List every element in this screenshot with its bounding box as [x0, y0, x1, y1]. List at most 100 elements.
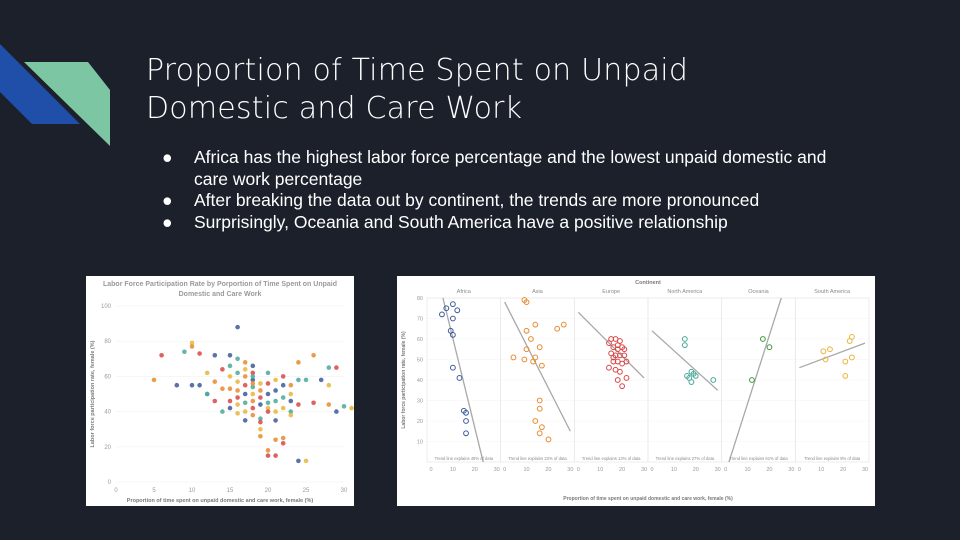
data-point — [235, 370, 240, 376]
data-point — [189, 344, 195, 349]
data-point — [258, 381, 263, 386]
data-point — [848, 354, 855, 361]
data-point — [250, 377, 256, 383]
overall-scatter-chart: Labor Force Participation Rate by Porpor… — [86, 276, 354, 506]
data-point — [258, 426, 263, 432]
data-point — [684, 373, 690, 379]
data-point — [242, 382, 248, 388]
chart-title-line2: Domestic and Care Work — [179, 291, 262, 298]
data-point — [536, 405, 543, 412]
y-tick-label: 20 — [104, 445, 111, 451]
data-point — [280, 440, 286, 446]
data-point — [273, 453, 278, 458]
data-point — [151, 377, 157, 383]
panel-title: South America — [814, 289, 851, 295]
accent-green-shape — [24, 62, 110, 146]
data-point — [265, 370, 271, 376]
data-point — [288, 398, 294, 404]
data-point — [681, 336, 688, 342]
x-tick-label: 0 — [503, 467, 506, 473]
y-tick-label: 70 — [417, 317, 423, 323]
x-tick-label: 20 — [840, 467, 846, 473]
data-point — [235, 324, 240, 330]
y-tick-label: 60 — [104, 374, 111, 380]
panel-title: Oceania — [748, 289, 769, 295]
data-point — [280, 374, 286, 379]
trend-line — [728, 298, 782, 462]
data-point — [250, 391, 256, 397]
slide-title-line2: Domestic and Care Work — [146, 91, 523, 126]
data-point — [454, 307, 461, 314]
x-axis-label: Proportion of time spent on unpaid domes… — [127, 498, 314, 504]
data-point — [212, 398, 218, 404]
data-point — [681, 342, 688, 349]
x-tick-label: 15 — [227, 488, 234, 494]
data-point — [449, 301, 456, 308]
y-tick-label: 80 — [417, 296, 423, 302]
data-point — [523, 327, 530, 334]
x-tick-label: 30 — [494, 467, 500, 473]
x-tick-label: 20 — [265, 488, 272, 494]
data-point — [606, 364, 612, 371]
data-point — [463, 418, 469, 424]
data-point — [242, 400, 248, 406]
data-point — [212, 352, 218, 358]
data-point — [212, 379, 218, 384]
data-point — [280, 395, 286, 400]
data-point — [449, 315, 456, 322]
panel-asia: Asia Trend line explains 22% of data 0 10 20… — [500, 289, 575, 473]
panel-oceania: Oceania Trend line explains 61% of data 0 1… — [721, 289, 796, 473]
data-point — [288, 409, 294, 414]
data-point — [463, 430, 469, 437]
x-tick-label: 30 — [862, 467, 868, 473]
data-point — [326, 382, 332, 388]
data-point — [692, 373, 699, 379]
chart-title-line1: Labor Force Participation Rate by Porpor… — [103, 281, 337, 288]
data-point — [280, 382, 286, 388]
data-point — [296, 377, 301, 383]
x-tick-label: 10 — [450, 467, 456, 473]
trend-annotation: Trend line explains 13% of data — [582, 456, 641, 461]
slide-title-line1: Proportion of Time Spent on Unpaid — [146, 53, 689, 88]
data-point — [334, 365, 339, 370]
data-point — [449, 364, 456, 371]
trend-annotation: Trend line explains 61% of data — [729, 456, 788, 461]
data-point — [710, 377, 717, 383]
data-point — [318, 377, 324, 383]
data-point — [523, 346, 530, 353]
data-point — [227, 398, 233, 404]
bullet-dot: ● — [162, 211, 173, 232]
data-point — [235, 356, 240, 362]
x-tick-label: 20 — [766, 467, 772, 473]
data-point — [273, 398, 278, 404]
data-point — [273, 388, 278, 393]
data-point — [250, 374, 256, 379]
data-point — [311, 352, 316, 358]
data-point — [265, 448, 271, 453]
x-tick-label: 0 — [798, 467, 801, 473]
bullet-dot: ● — [162, 190, 173, 210]
data-point — [242, 374, 248, 379]
data-point — [273, 377, 278, 383]
data-point — [303, 377, 309, 383]
data-point — [227, 386, 233, 392]
x-tick-label: 20 — [472, 467, 478, 473]
data-point — [623, 375, 630, 381]
data-point — [560, 321, 567, 328]
data-point — [530, 358, 537, 365]
data-point — [523, 299, 530, 306]
trend-annotation: Trend line explains 27% of data — [656, 456, 715, 461]
panel-title: Africa — [457, 289, 472, 295]
data-point — [235, 395, 240, 400]
x-tick-label: 10 — [597, 467, 603, 473]
panel-title: North America — [667, 289, 703, 295]
panel-title: Asia — [532, 289, 544, 295]
data-point — [759, 336, 766, 342]
data-point — [204, 391, 210, 397]
panel-europe: Europe Trend line explains 13% of data 0 10… — [573, 289, 649, 473]
panel-africa: Africa Trend line explains 49% of data 0 10… — [426, 289, 502, 473]
y-tick-label: 30 — [417, 399, 423, 405]
data-point — [265, 400, 271, 406]
x-tick-label: 0 — [577, 467, 580, 473]
